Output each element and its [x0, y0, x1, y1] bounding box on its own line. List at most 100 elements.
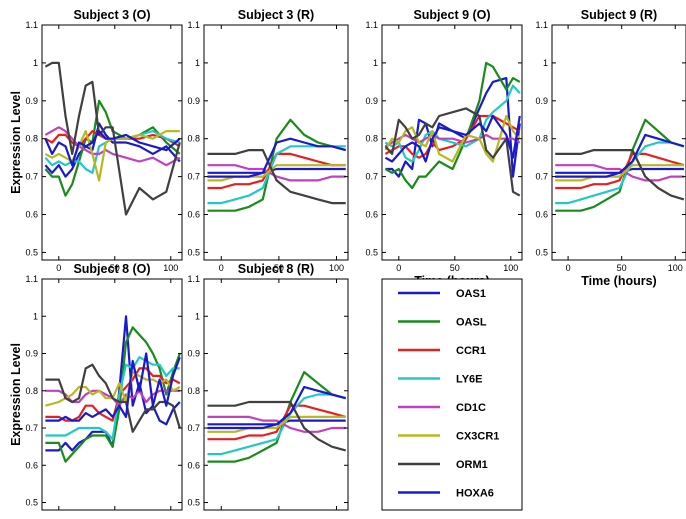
series-line-hoxa6: [207, 137, 346, 178]
y-tick-label: 1: [195, 58, 200, 68]
axes-box: [203, 278, 349, 511]
y-tick-label: 0.7: [187, 172, 200, 182]
y-tick-label: 0.7: [187, 423, 200, 433]
y-tick-label: 0.9: [25, 349, 38, 359]
series-group: [45, 315, 181, 463]
y-tick-label: 0.6: [187, 210, 200, 220]
legend: OAS1 OASL CCR1 LY6E CD1C CX3CR1 ORM1 HOXA6: [381, 278, 523, 511]
y-tick-label: 0.7: [535, 172, 548, 182]
y-tick-label: 0.5: [187, 498, 200, 508]
series-line-orm1: [45, 363, 181, 433]
y-tick-label: 1: [543, 58, 548, 68]
series-line-ly6e: [555, 141, 685, 205]
panel-title: Subject 3 (O): [73, 8, 150, 22]
y-tick-label: 1.1: [187, 274, 200, 284]
y-tick-label: 0.9: [187, 96, 200, 106]
panel-title: Subject 8 (O): [73, 262, 150, 276]
y-tick-label: 0.7: [365, 172, 378, 182]
y-axis-label: Expression Level: [9, 343, 23, 446]
legend-label: CX3CR1: [456, 431, 499, 443]
series-line-oasl: [45, 326, 181, 463]
y-tick-label: 0.7: [25, 172, 38, 182]
y-tick-label: 0.8: [187, 386, 200, 396]
axes-box: [381, 24, 523, 261]
series-line-cd1c: [44, 126, 181, 167]
series-line-oasl: [384, 61, 521, 190]
x-tick-label: 50: [617, 263, 627, 273]
y-tick-label: 0.9: [535, 96, 548, 106]
x-tick-label: 100: [163, 263, 178, 273]
legend-item: CX3CR1: [398, 431, 499, 443]
series-line-oasl: [207, 118, 346, 212]
x-tick-label: 0: [396, 263, 401, 273]
series-line-hoxa6: [555, 133, 685, 178]
axes-box: [551, 24, 686, 261]
series-line-orm1: [207, 400, 346, 452]
y-tick-label: 0.6: [187, 460, 200, 470]
series-group: [207, 371, 346, 463]
series-line-orm1: [384, 107, 521, 197]
panel-3: 0.5 0.6 0.7 0.8 0.9 1 1.1 0 50 100 Subject 9 (R) Ti…: [535, 8, 686, 288]
y-axis-label: Expression Level: [9, 91, 23, 194]
series-line-orm1: [555, 149, 685, 201]
y-tick-label: 0.5: [365, 247, 378, 257]
y-tick-label: 0.8: [25, 134, 38, 144]
y-tick-label: 1.1: [25, 274, 38, 284]
series-line-oasl: [555, 118, 685, 212]
legend-item: HOXA6: [398, 488, 494, 500]
panel-0: 0.5 0.6 0.7 0.8 0.9 1 1.1 0 50 100 Subject 3 (O) Ex…: [9, 8, 183, 273]
series-line-orm1: [44, 61, 181, 216]
x-axis-label: Time (hours): [581, 274, 656, 288]
legend-label: OASL: [456, 317, 487, 329]
legend-label: CCR1: [456, 345, 486, 357]
y-tick-label: 1.1: [535, 20, 548, 30]
series-group: [207, 118, 346, 212]
y-tick-label: 1: [33, 311, 38, 321]
legend-box: [381, 278, 523, 511]
panel-title: Subject 9 (O): [413, 8, 490, 22]
y-tick-label: 0.7: [25, 423, 38, 433]
series-line-hoxa6: [384, 114, 521, 163]
y-tick-label: 0.8: [535, 134, 548, 144]
panel-title: Subject 3 (R): [238, 8, 314, 22]
series-line-ly6e: [44, 130, 181, 174]
legend-item: OASL: [398, 317, 487, 329]
y-tick-label: 1.1: [187, 20, 200, 30]
x-tick-label: 100: [503, 263, 518, 273]
x-tick-label: 0: [219, 263, 224, 273]
axes-box: [41, 278, 183, 511]
y-tick-label: 0.9: [365, 96, 378, 106]
y-tick-label: 1: [195, 311, 200, 321]
x-tick-label: 0: [56, 263, 61, 273]
y-tick-label: 0.5: [535, 247, 548, 257]
series-line-cx3cr1: [207, 415, 346, 433]
y-tick-label: 1.1: [25, 20, 38, 30]
series-line-oasl: [207, 371, 346, 463]
x-tick-label: 50: [450, 263, 460, 273]
y-tick-label: 0.6: [25, 460, 38, 470]
series-line-ccr1: [207, 404, 346, 441]
legend-item: CD1C: [398, 402, 486, 414]
series-line-ccr1: [555, 152, 685, 190]
legend-label: LY6E: [456, 374, 483, 386]
legend-label: OAS1: [456, 288, 486, 300]
y-tick-label: 0.8: [25, 386, 38, 396]
series-line-cx3cr1: [207, 164, 346, 182]
legend-item: OAS1: [398, 288, 486, 300]
y-tick-label: 0.8: [365, 134, 378, 144]
series-line-oas1: [385, 77, 521, 178]
legend-label: CD1C: [456, 402, 486, 414]
y-tick-label: 0.5: [25, 498, 38, 508]
x-tick-label: 100: [329, 263, 344, 273]
axes-box: [203, 24, 349, 261]
y-tick-label: 0.9: [25, 96, 38, 106]
y-tick-label: 0.6: [365, 210, 378, 220]
series-line-orm1: [207, 149, 346, 205]
series-line-cd1c: [207, 164, 346, 182]
series-line-hoxa6: [45, 352, 181, 422]
x-tick-label: 100: [668, 263, 683, 273]
